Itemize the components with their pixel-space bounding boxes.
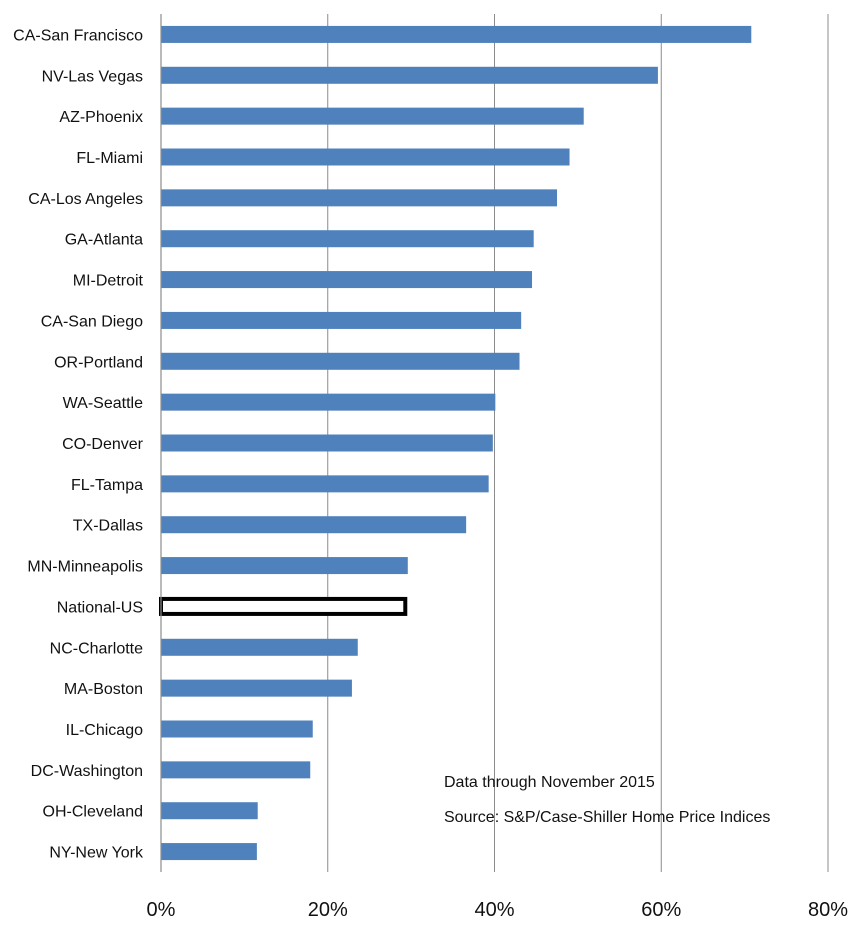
x-tick-label-20: 20% [308,899,348,921]
bar-ca-los-angeles [161,189,558,207]
category-label-mi-detroit: MI-Detroit [73,273,144,290]
bar-dc-washington [161,761,311,779]
bar-ma-boston [161,679,352,697]
bars [159,25,752,861]
bar-il-chicago [161,720,313,738]
category-label-or-portland: OR-Portland [54,354,143,371]
category-label-az-phoenix: AZ-Phoenix [59,109,143,126]
category-label-co-denver: CO-Denver [62,436,144,453]
category-label-ga-atlanta: GA-Atlanta [65,232,143,249]
bar-mi-detroit [161,271,533,289]
annotation-data-through: Data through November 2015 [444,774,655,791]
category-label-ma-boston: MA-Boston [64,681,143,698]
chart-notes: Data through November 2015 Source: S&P/C… [444,774,770,826]
category-label-ca-los-angeles: CA-Los Angeles [28,191,143,208]
category-label-dc-washington: DC-Washington [31,763,143,780]
bar-wa-seattle [161,393,496,411]
category-label-fl-tampa: FL-Tampa [71,477,143,494]
bar-nv-las-vegas [161,66,658,84]
x-tick-labels: 0% 20% 40% 60% 80% [147,899,849,921]
x-tick-label-0: 0% [147,899,176,921]
category-label-ny-new-york: NY-New York [49,845,144,862]
category-label-nv-las-vegas: NV-Las Vegas [42,68,143,85]
bar-az-phoenix [161,107,584,125]
bar-co-denver [161,434,493,452]
bar-oh-cleveland [161,802,258,820]
x-tick-label-60: 60% [641,899,681,921]
bar-fl-miami [161,148,570,166]
bar-mn-minneapolis [161,557,408,575]
bar-nc-charlotte [161,638,358,656]
bar-tx-dallas [161,516,467,534]
bar-or-portland [161,352,520,370]
x-tick-label-80: 80% [808,899,848,921]
category-label-national-us: National-US [57,599,143,616]
category-labels: CA-San Francisco NV-Las Vegas AZ-Phoenix FL… [13,27,144,861]
category-label-nc-charlotte: NC-Charlotte [50,640,143,657]
category-label-tx-dallas: TX-Dallas [73,518,143,535]
category-label-mn-minneapolis: MN-Minneapolis [27,559,143,576]
category-label-fl-miami: FL-Miami [76,150,143,167]
category-label-il-chicago: IL-Chicago [66,722,143,739]
bar-ga-atlanta [161,230,534,248]
bar-ny-new-york [161,843,257,861]
annotation-source: Source: S&P/Case-Shiller Home Price Indi… [444,809,770,826]
category-label-ca-san-francisco: CA-San Francisco [13,27,143,44]
bar-fl-tampa [161,475,489,493]
bar-ca-san-diego [161,311,522,329]
category-label-ca-san-diego: CA-San Diego [41,313,143,330]
category-label-oh-cleveland: OH-Cleveland [43,804,143,821]
bar-national-us [159,596,408,616]
category-label-wa-seattle: WA-Seattle [63,395,143,412]
x-tick-label-40: 40% [474,899,514,921]
bar-ca-san-francisco [161,25,752,43]
